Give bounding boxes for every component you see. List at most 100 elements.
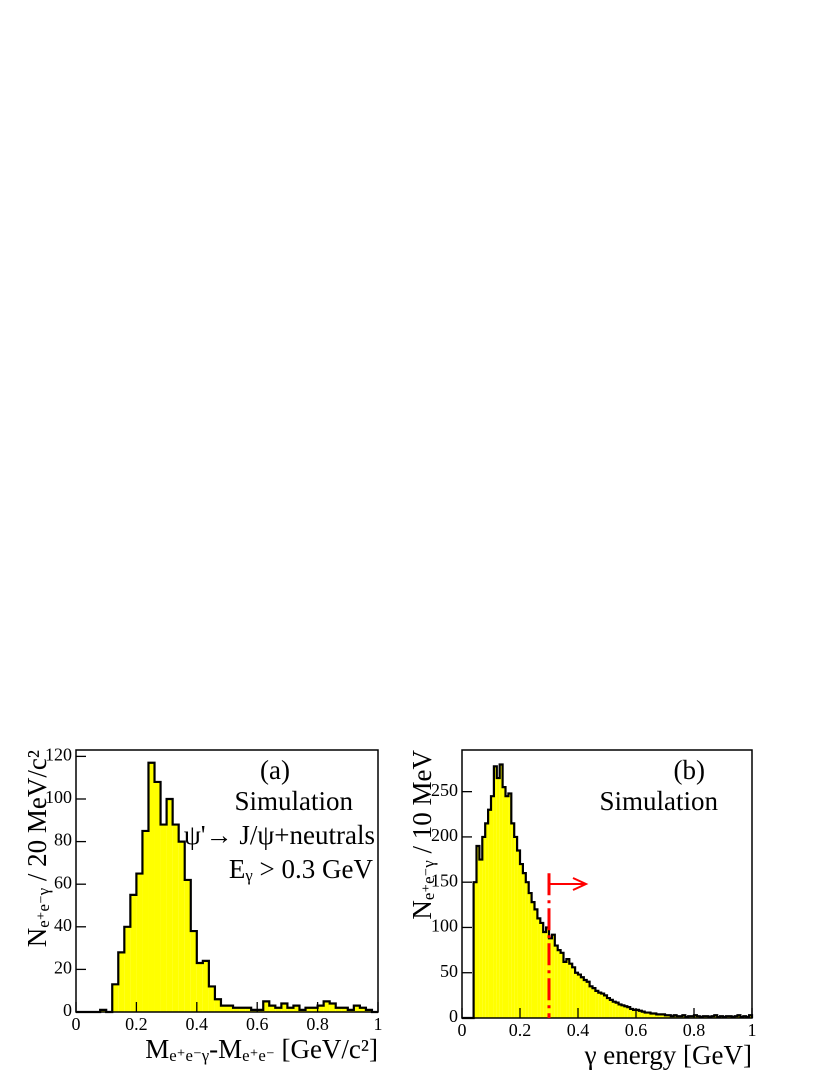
bar — [659, 1014, 663, 1018]
bar — [749, 1015, 752, 1018]
bar — [682, 1015, 686, 1018]
subscript: γ — [244, 866, 253, 885]
bar — [641, 1011, 645, 1018]
bar — [491, 796, 494, 1018]
bar — [154, 781, 161, 1012]
bar — [644, 1012, 648, 1018]
bar — [607, 998, 610, 1018]
bar — [650, 1013, 654, 1018]
bar — [598, 992, 602, 1018]
bar — [694, 1015, 697, 1018]
bar — [665, 1015, 668, 1018]
label-part: Simulation — [234, 786, 353, 816]
cut-arrowhead — [572, 877, 589, 891]
bar — [653, 1013, 657, 1018]
bar — [359, 1007, 366, 1012]
subscript: e⁺e⁻γ — [419, 860, 438, 901]
x-tick-label: 1 — [748, 1020, 757, 1040]
bar — [227, 1005, 234, 1012]
label-part: N — [22, 928, 52, 948]
subscript: e⁺e⁻γ — [169, 1046, 210, 1065]
bar — [604, 995, 607, 1018]
bar — [208, 986, 215, 1012]
bar — [522, 873, 526, 1018]
bar — [737, 1015, 741, 1018]
label-part: > 0.3 GeV — [253, 854, 374, 884]
y-axis-label: Ne⁺e⁻γ / 10 MeV — [407, 750, 438, 920]
bar — [473, 882, 477, 1018]
bar — [656, 1014, 660, 1018]
bar — [142, 830, 149, 1012]
x-tick-label: 0.2 — [125, 1014, 148, 1034]
bar — [293, 1005, 300, 1012]
bar — [578, 974, 581, 1018]
bar — [627, 1007, 631, 1018]
bar — [554, 945, 558, 1018]
histogram-outline — [462, 763, 754, 1020]
x-tick-label: 0.4 — [186, 1014, 209, 1034]
x-axis-label: Me⁺e⁻γ-Me⁺e⁻ [GeV/c²] — [145, 1034, 378, 1065]
annotation: (b) — [674, 755, 705, 785]
y-tick-label: 50 — [440, 961, 458, 981]
bar — [476, 845, 480, 1018]
bar — [269, 1005, 276, 1012]
x-tick-label: 0.6 — [246, 1014, 269, 1034]
bar — [220, 1005, 227, 1012]
plot-frame — [75, 749, 379, 1013]
bar — [329, 1003, 336, 1012]
label-part: M — [145, 1034, 169, 1064]
y-tick-label: 20 — [54, 958, 72, 978]
bar — [575, 972, 578, 1018]
bar — [520, 864, 523, 1018]
x-tick-label: 1 — [374, 1014, 383, 1034]
bar — [508, 793, 512, 1018]
bar — [317, 1005, 324, 1012]
bar — [586, 981, 590, 1018]
x-tick-label: 0.8 — [683, 1020, 706, 1040]
bar — [612, 1001, 616, 1018]
y-tick-label: 120 — [45, 745, 72, 765]
bar — [583, 979, 587, 1018]
bar — [485, 823, 489, 1018]
bar — [549, 938, 552, 1018]
label-part: γ energy [GeV] — [584, 1040, 752, 1070]
subscript: e⁺e⁻ — [242, 1046, 275, 1065]
bar — [537, 918, 541, 1018]
label-part: (a) — [260, 755, 290, 785]
annotation: ψ'→ J/ψ+neutrals — [184, 820, 375, 850]
label-part: (b) — [674, 755, 705, 785]
bar — [275, 1007, 282, 1012]
bar — [638, 1010, 642, 1018]
bar — [202, 960, 209, 1012]
bar — [341, 1007, 348, 1012]
bar — [624, 1006, 628, 1018]
annotation: (a) — [260, 755, 290, 785]
bar — [609, 999, 613, 1018]
bar — [178, 841, 185, 1012]
bar — [560, 952, 564, 1018]
bar — [528, 893, 532, 1018]
bar — [667, 1015, 671, 1018]
bar — [323, 1001, 330, 1012]
bar — [569, 963, 573, 1018]
label-part: E — [229, 854, 246, 884]
bar — [493, 766, 497, 1018]
label-part: -M — [209, 1034, 242, 1064]
bar — [136, 873, 143, 1012]
bar — [531, 902, 535, 1018]
bar — [130, 894, 137, 1012]
bar — [563, 961, 567, 1018]
bar — [714, 1015, 718, 1018]
y-tick-label: 40 — [54, 915, 72, 935]
bar — [214, 999, 221, 1012]
bar — [618, 1004, 622, 1018]
y-tick-label: 100 — [431, 916, 458, 936]
bar — [505, 796, 509, 1018]
bar — [502, 787, 506, 1018]
x-tick-label: 0.4 — [567, 1020, 590, 1040]
label-part: N — [407, 900, 437, 920]
bar — [166, 798, 173, 1012]
bar — [499, 764, 503, 1018]
bar — [662, 1014, 665, 1018]
